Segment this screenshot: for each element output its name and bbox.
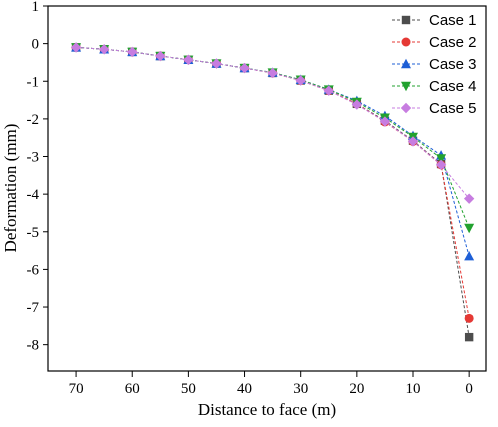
data-point xyxy=(183,54,194,66)
legend-label: Case 2 xyxy=(429,34,477,51)
series-line xyxy=(76,46,470,257)
data-point xyxy=(407,136,419,147)
data-point xyxy=(70,42,82,53)
data-point xyxy=(435,159,447,170)
data-point xyxy=(98,44,110,55)
series-line xyxy=(76,46,470,199)
data-point xyxy=(464,313,474,323)
legend-label: Case 1 xyxy=(429,12,477,29)
legend-marker xyxy=(400,102,412,114)
y-axis-ticks: 1 0 -1 -2 -3 -4 -5 -6 -7 -8 xyxy=(27,0,48,354)
y-tick-label: 1 xyxy=(32,0,40,15)
legend-label: Case 5 xyxy=(429,100,477,117)
y-tick-label: -3 xyxy=(27,150,40,166)
legend-marker xyxy=(401,81,411,92)
x-tick-label: 60 xyxy=(125,381,140,397)
legend-entry: Case 4 xyxy=(392,78,477,95)
y-tick-label: -8 xyxy=(27,338,40,354)
series-5 xyxy=(70,42,475,204)
series-line xyxy=(76,46,470,319)
y-tick-label: -7 xyxy=(27,300,40,316)
data-point xyxy=(239,62,250,74)
x-tick-label: 40 xyxy=(237,381,252,397)
x-tick-label: 20 xyxy=(349,381,364,397)
series-layer xyxy=(70,42,475,342)
legend-label: Case 3 xyxy=(429,56,477,73)
legend-marker xyxy=(401,15,411,25)
x-axis-title: Distance to face (m) xyxy=(198,400,336,419)
data-point xyxy=(127,46,138,58)
y-tick-label: -5 xyxy=(27,225,40,241)
legend-marker xyxy=(401,58,411,69)
data-point xyxy=(436,154,447,164)
data-point xyxy=(351,99,363,110)
axes xyxy=(47,5,487,372)
legend-marker xyxy=(401,37,411,47)
plot-frame xyxy=(47,5,487,372)
y-axis-title: Deformation (mm) xyxy=(1,124,20,253)
y-tick-label: 0 xyxy=(32,37,40,53)
data-point xyxy=(463,193,475,204)
series-2 xyxy=(71,42,474,323)
x-tick-label: 0 xyxy=(465,381,473,397)
y-tick-label: -4 xyxy=(27,187,40,203)
data-point xyxy=(464,251,475,261)
data-point xyxy=(295,75,306,86)
data-point xyxy=(155,50,166,62)
x-axis-ticks: 70 60 50 40 30 20 10 0 xyxy=(69,371,473,397)
legend-entry: Case 5 xyxy=(392,100,477,117)
legend-entry: Case 1 xyxy=(392,12,477,29)
data-point xyxy=(267,67,278,79)
x-tick-label: 50 xyxy=(181,381,196,397)
x-tick-label: 10 xyxy=(406,381,421,397)
x-tick-label: 30 xyxy=(293,381,308,397)
data-point xyxy=(323,85,334,96)
series-1 xyxy=(71,43,474,342)
data-point xyxy=(464,332,474,342)
y-tick-label: -1 xyxy=(27,74,40,90)
y-tick-label: -6 xyxy=(27,262,40,278)
y-tick-label: -2 xyxy=(27,112,40,128)
legend-label: Case 4 xyxy=(429,78,477,95)
data-point xyxy=(379,116,391,127)
x-tick-label: 70 xyxy=(69,381,84,397)
series-line xyxy=(76,46,470,338)
data-point xyxy=(464,223,475,234)
data-point xyxy=(211,58,222,69)
legend-entry: Case 2 xyxy=(392,34,477,51)
legend-entry: Case 3 xyxy=(392,56,477,73)
legend: Case 1 Case 2 Case 3 Case 4 Case 5 xyxy=(392,12,477,117)
